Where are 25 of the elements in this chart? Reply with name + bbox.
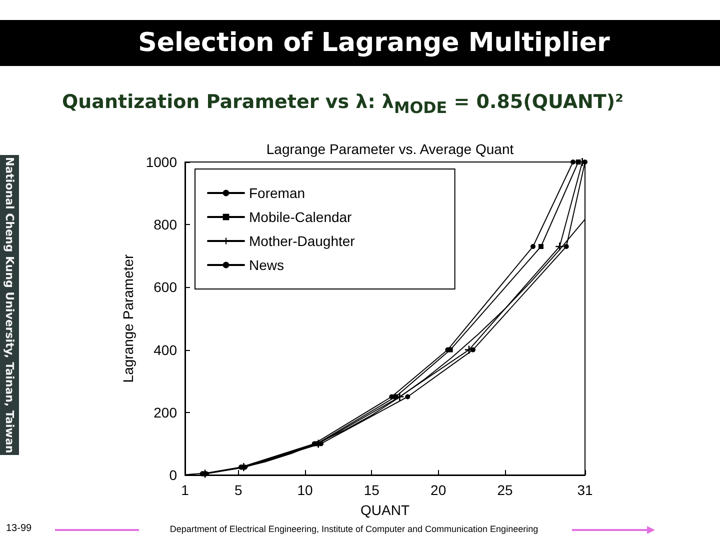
text: Selection of Lagrange Multiplier bbox=[0, 20, 720, 66]
x-tick-label: 5 bbox=[234, 482, 242, 498]
y-axis-title: Lagrange Parameter bbox=[120, 254, 136, 383]
text: 13-99 bbox=[6, 523, 32, 534]
legend-label: Mobile-Calendar bbox=[249, 209, 352, 225]
x-tick-label: 10 bbox=[297, 482, 313, 498]
chart-subtitle: Quantization Parameter vs λ: λ$_{MODE}$ = 0.85(QUANT)² bbox=[62, 91, 624, 117]
x-axis-title: QUANT bbox=[360, 502, 410, 518]
x-tick-label: 20 bbox=[430, 482, 446, 498]
text: National Cheng Kung University, Tainan, Taiwan bbox=[0, 155, 19, 455]
x-tick-label: 1 bbox=[181, 482, 190, 498]
x-tick-label: 31 bbox=[577, 482, 593, 498]
legend-label: Foreman bbox=[249, 185, 306, 201]
y-tick-label: 800 bbox=[154, 216, 178, 233]
legend-label: News bbox=[249, 257, 284, 273]
x-tick-label: 15 bbox=[364, 482, 380, 498]
chart-title: Lagrange Parameter vs. Average Quant bbox=[266, 141, 514, 157]
x-tick-label: 25 bbox=[497, 482, 513, 498]
legend-label: Mother-Daughter bbox=[249, 233, 356, 249]
y-tick-label: 600 bbox=[154, 279, 178, 296]
y-tick-label: 0 bbox=[169, 467, 178, 483]
text: Department of Electrical Engineering, Institute of Computer and Communication Engineering bbox=[168, 524, 540, 534]
y-tick-label: 400 bbox=[154, 342, 178, 358]
y-tick-label: 200 bbox=[154, 404, 178, 420]
y-tick-label: 1000 bbox=[146, 154, 178, 170]
